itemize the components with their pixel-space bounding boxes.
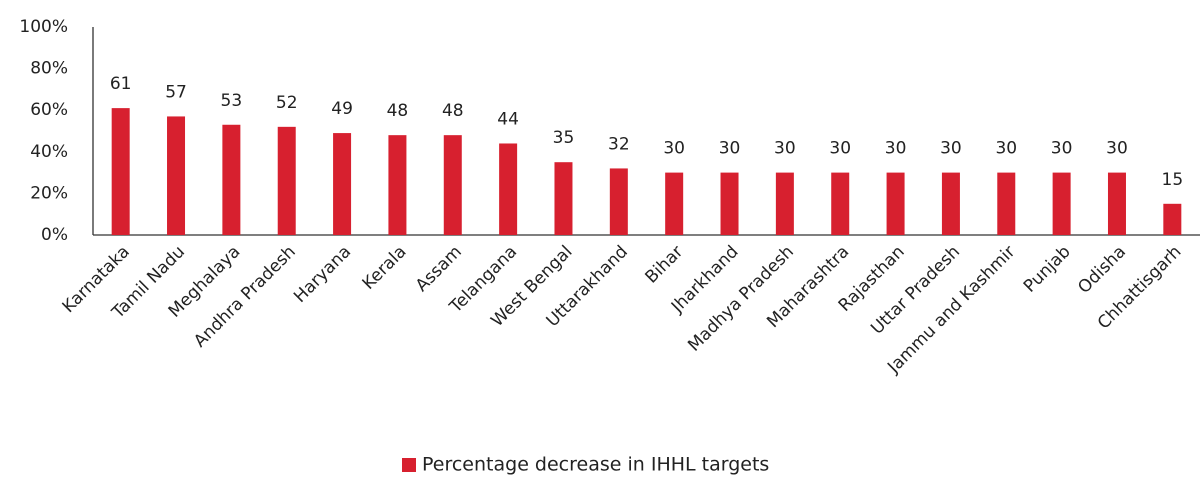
bar — [167, 116, 186, 235]
data-label: 30 — [885, 139, 907, 159]
bar — [1107, 172, 1126, 235]
bar — [609, 168, 628, 235]
data-label: 30 — [995, 139, 1017, 159]
bar — [1052, 172, 1071, 235]
bar — [941, 172, 960, 235]
bar — [388, 135, 407, 235]
data-label: 48 — [387, 101, 409, 121]
data-label: 30 — [719, 139, 741, 159]
legend-swatch — [402, 458, 416, 472]
bar — [222, 124, 241, 235]
data-label: 30 — [1106, 139, 1128, 159]
bar — [277, 126, 296, 235]
legend-label: Percentage decrease in IHHL targets — [422, 454, 769, 476]
x-tick-label: Odisha — [1074, 242, 1130, 298]
x-tick-label: Assam — [412, 242, 466, 296]
data-label: 30 — [940, 139, 962, 159]
bar — [775, 172, 794, 235]
bar — [665, 172, 684, 235]
bar — [499, 143, 518, 235]
data-label: 61 — [110, 74, 132, 94]
bar — [554, 162, 573, 235]
y-tick-label: 80% — [30, 59, 68, 79]
x-tick-label: Madhya Pradesh — [684, 242, 798, 356]
y-tick-label: 100% — [19, 17, 68, 37]
data-label: 53 — [221, 91, 243, 111]
y-tick-label: 0% — [41, 225, 68, 245]
data-label: 48 — [442, 101, 464, 121]
data-label: 57 — [165, 82, 187, 102]
bar — [886, 172, 905, 235]
data-label: 30 — [829, 139, 851, 159]
y-tick-label: 40% — [30, 142, 68, 162]
bar — [111, 108, 130, 235]
bar — [720, 172, 739, 235]
x-tick-label: Andhra Pradesh — [190, 242, 300, 352]
bar — [997, 172, 1016, 235]
bar — [1163, 203, 1182, 235]
bar — [333, 133, 352, 235]
x-tick-label: Bihar — [642, 242, 688, 288]
x-tick-label: Haryana — [290, 242, 355, 307]
data-label: 44 — [497, 109, 519, 129]
x-tick-label: Punjab — [1020, 242, 1075, 297]
bar — [443, 135, 462, 235]
data-label: 49 — [331, 99, 353, 119]
data-label: 52 — [276, 93, 298, 113]
y-tick-label: 20% — [30, 183, 68, 203]
data-label: 15 — [1162, 170, 1184, 190]
data-label: 35 — [553, 128, 575, 148]
data-label: 30 — [663, 139, 685, 159]
data-label: 32 — [608, 134, 630, 154]
data-label: 30 — [774, 139, 796, 159]
y-tick-label: 60% — [30, 100, 68, 120]
bar — [831, 172, 850, 235]
data-label: 30 — [1051, 139, 1073, 159]
x-tick-label: Kerala — [359, 242, 411, 294]
